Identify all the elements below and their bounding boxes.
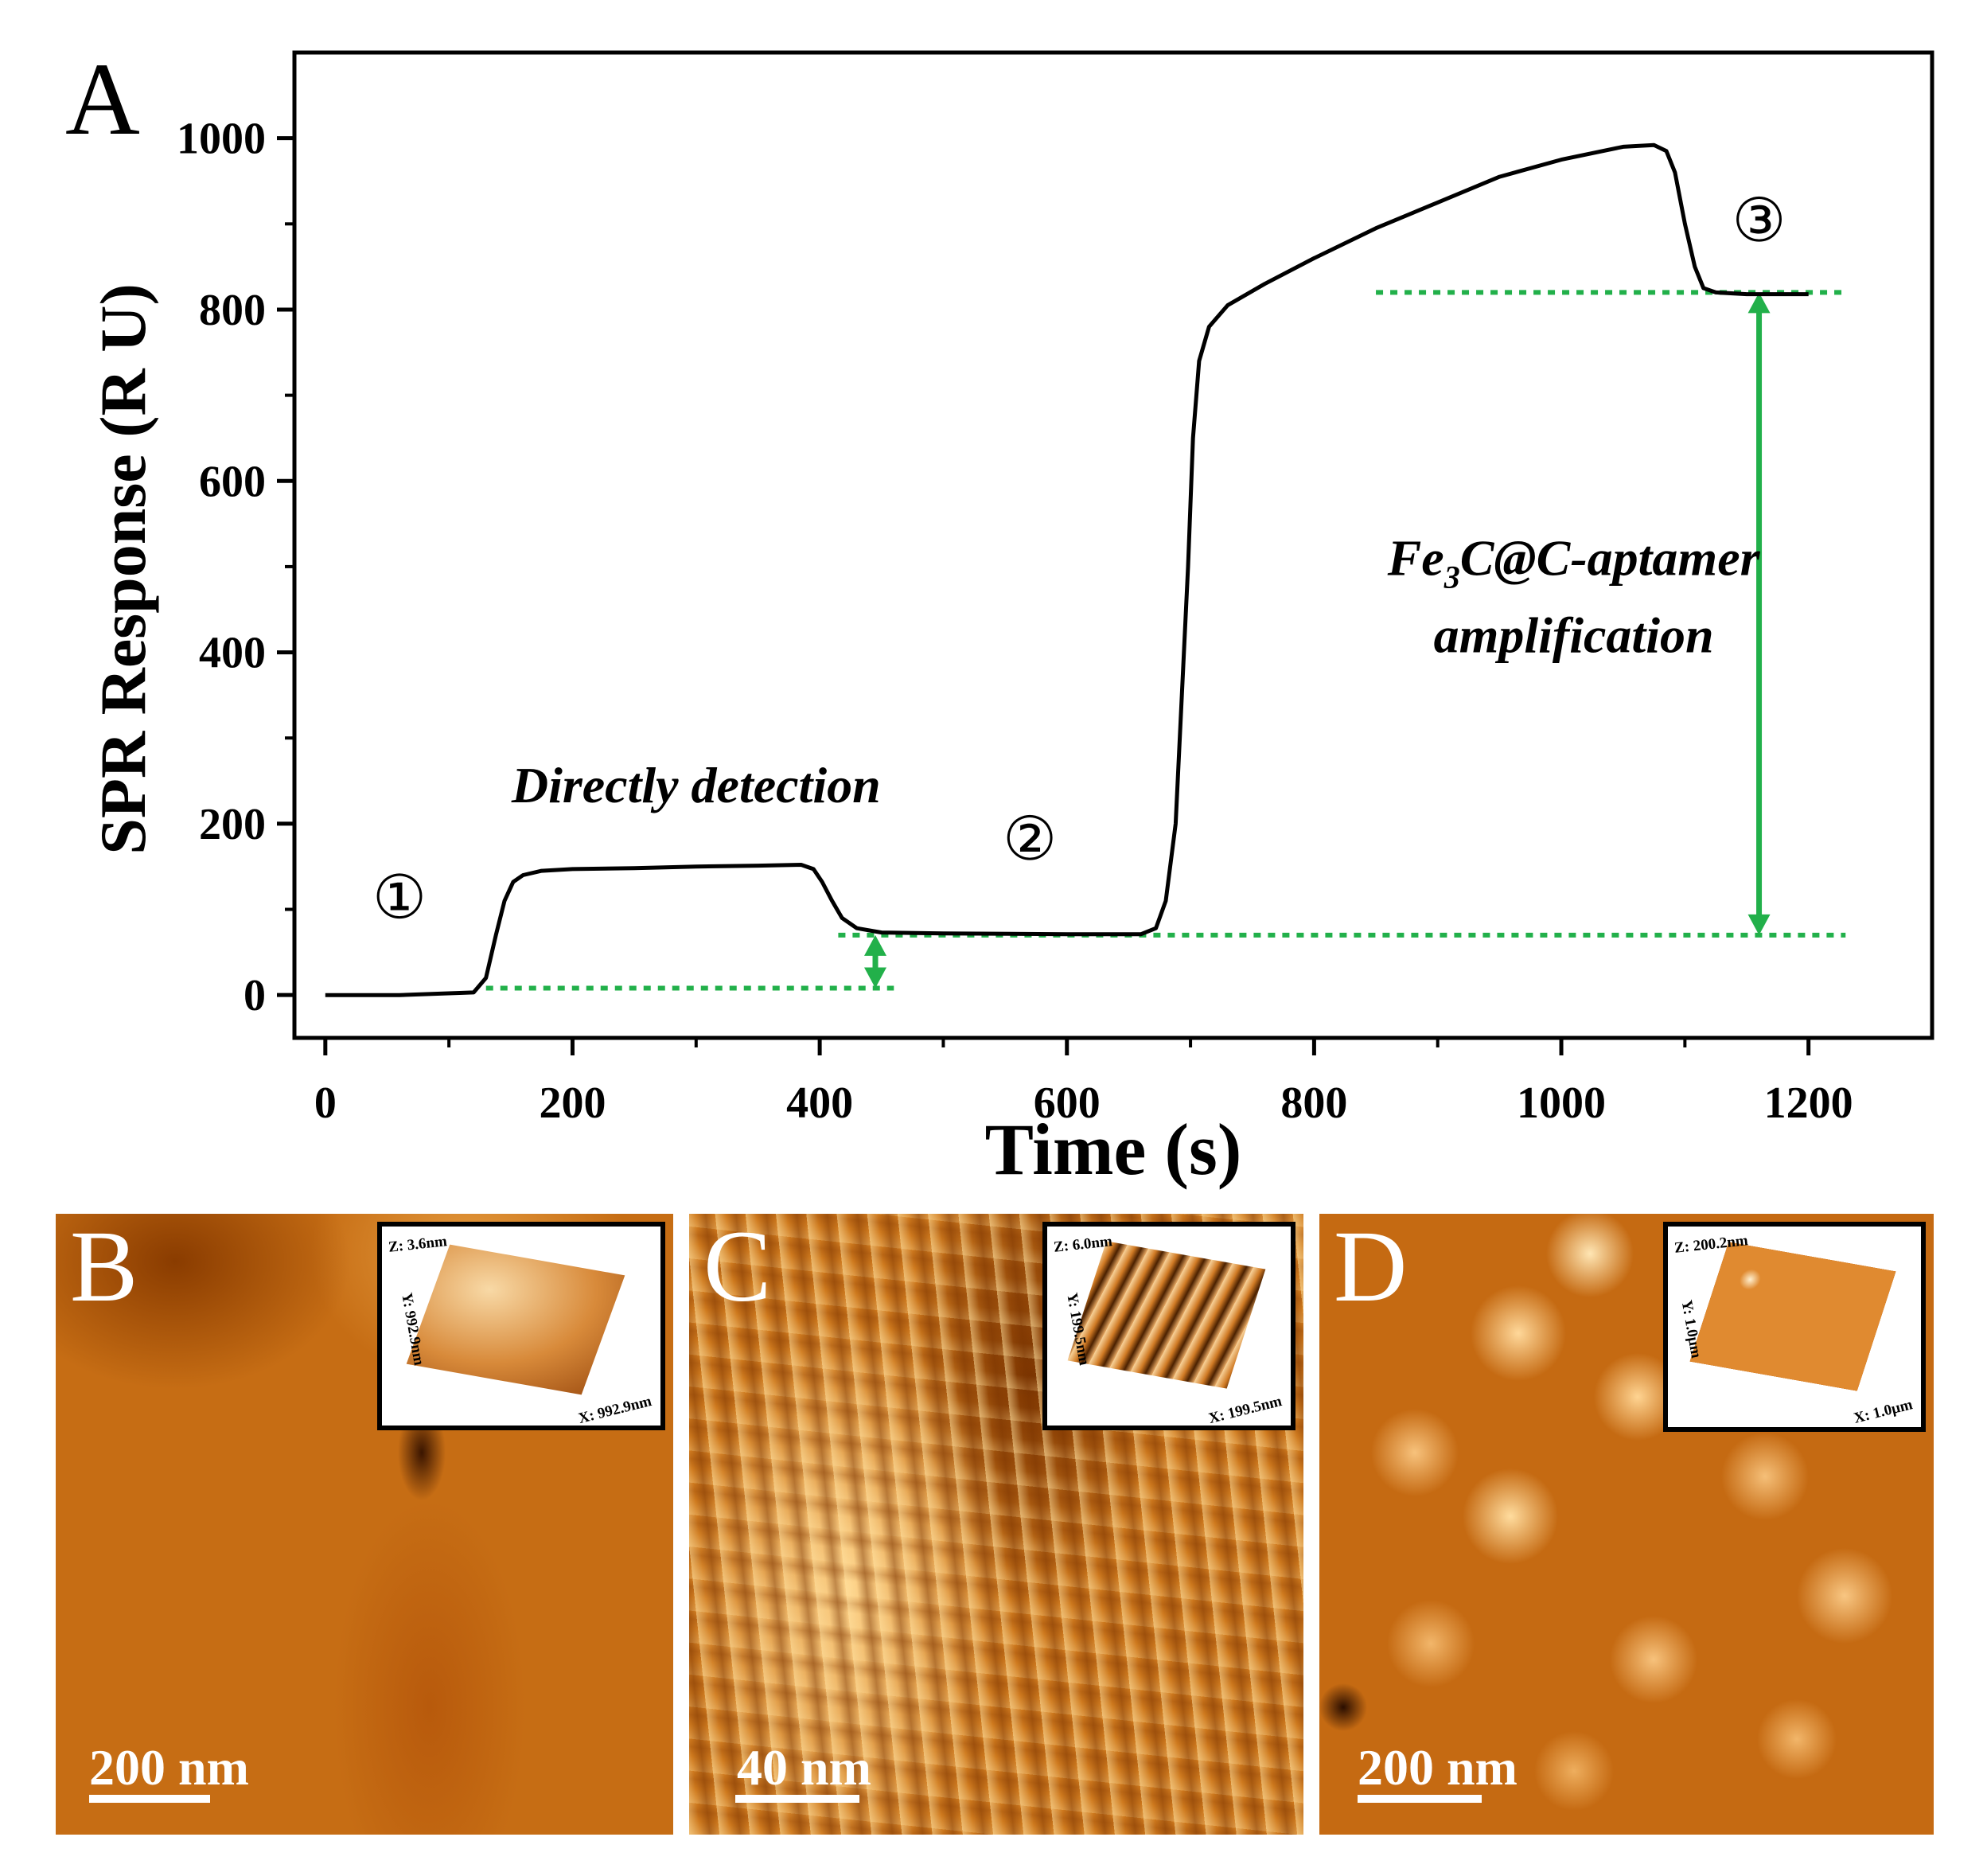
- y-axis-title: SPR Response (R U): [87, 283, 159, 855]
- plot-frame: [292, 50, 1934, 1040]
- afm-3d-inset-b: Z: 3.6nm Y: 992.9nm X: 992.9nm: [377, 1222, 665, 1430]
- step-marker-2: ②: [1003, 803, 1057, 874]
- scale-bar-b: [89, 1795, 210, 1803]
- afm-panel-c: C Z: 6.0nm Y: 199.5nm X: 199.5nm 40 nm: [689, 1214, 1303, 1835]
- direct-detection-label: Directly detection: [511, 757, 881, 813]
- amplified-signal-arrow-head-top: [1747, 292, 1771, 314]
- afm-3d-inset-c: Z: 6.0nm Y: 199.5nm X: 199.5nm: [1042, 1222, 1295, 1430]
- inset-surface-d: [1689, 1242, 1896, 1391]
- inset-z-label-b: Z: 3.6nm: [388, 1233, 448, 1256]
- x-tick-label: 0: [314, 1078, 337, 1128]
- scale-label-b: 200 nm: [89, 1739, 249, 1796]
- spr-chart: 0 200 400 600 800 1000 1200 0 200 400 600 800 1000 Ti…: [65, 42, 1934, 1190]
- panel-letter-a: A: [65, 42, 140, 157]
- sensorgram-line: [325, 142, 1809, 997]
- y-tick-label: 200: [199, 800, 266, 849]
- x-tick-label: 800: [1280, 1078, 1347, 1128]
- x-tick-label: 1000: [1517, 1078, 1606, 1128]
- direct-signal-arrow-head-bottom: [864, 967, 887, 989]
- y-tick-label: 1000: [177, 115, 266, 164]
- x-tick-label: 400: [786, 1078, 853, 1128]
- step-marker-1: ①: [372, 861, 427, 932]
- x-tick-label: 200: [539, 1078, 606, 1128]
- x-tick-label: 1200: [1764, 1078, 1853, 1128]
- direct-signal-arrow-head-top: [864, 934, 887, 956]
- scale-label-c: 40 nm: [737, 1739, 871, 1796]
- amplified-signal-arrow-head-bottom: [1747, 914, 1771, 935]
- inset-surface-b: [406, 1244, 625, 1395]
- afm-panel-b: B Z: 3.6nm Y: 992.9nm X: 992.9nm 200 nm: [56, 1214, 673, 1835]
- inset-surface-c: [1067, 1241, 1266, 1389]
- amplification-label-line1: Fe3C@C-aptamer: [1387, 530, 1761, 595]
- x-axis-title: Time (s): [985, 1109, 1242, 1190]
- afm-3d-inset-d: Z: 200.2nm Y: 1.0µm X: 1.0µm: [1663, 1222, 1926, 1432]
- panel-letter-d: D: [1334, 1214, 1408, 1323]
- y-tick-label: 0: [244, 971, 266, 1020]
- scale-label-d: 200 nm: [1358, 1739, 1518, 1796]
- inset-x-label-d: X: 1.0µm: [1852, 1396, 1915, 1427]
- scale-bar-d: [1358, 1795, 1482, 1803]
- y-tick-label: 600: [199, 457, 266, 506]
- inset-x-label-b: X: 992.9nm: [576, 1392, 654, 1428]
- inset-x-label-c: X: 199.5nm: [1206, 1392, 1284, 1428]
- y-tick-label: 800: [199, 286, 266, 335]
- afm-panel-d: D Z: 200.2nm Y: 1.0µm X: 1.0µm 200 nm: [1319, 1214, 1934, 1835]
- step-marker-3: ③: [1732, 185, 1786, 255]
- x-tick-label: 600: [1034, 1078, 1101, 1128]
- scale-bar-c: [735, 1795, 859, 1803]
- panel-letter-c: C: [703, 1214, 772, 1323]
- amplification-label-line2: amplification: [1434, 607, 1714, 664]
- y-tick-label: 400: [199, 629, 266, 678]
- panel-letter-b: B: [70, 1214, 138, 1323]
